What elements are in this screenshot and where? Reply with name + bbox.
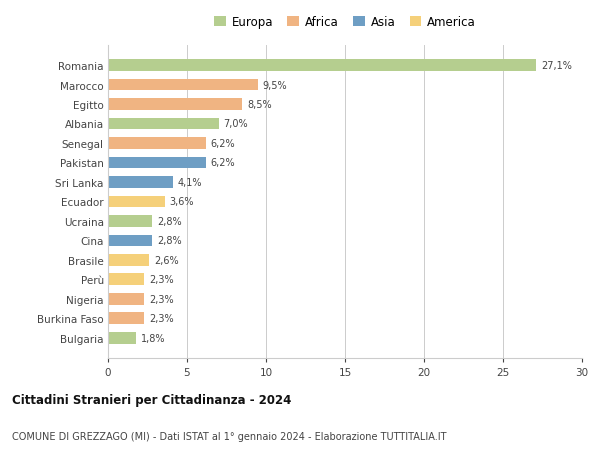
Text: 27,1%: 27,1% <box>541 61 572 71</box>
Text: 2,3%: 2,3% <box>149 313 174 324</box>
Bar <box>108 216 152 227</box>
Text: 3,6%: 3,6% <box>170 197 194 207</box>
Bar <box>108 274 145 285</box>
Bar <box>108 138 206 150</box>
Bar <box>108 235 152 246</box>
Bar <box>108 60 536 72</box>
Bar <box>108 118 218 130</box>
Bar <box>108 79 258 91</box>
Text: 6,2%: 6,2% <box>211 139 235 149</box>
Text: 9,5%: 9,5% <box>263 80 287 90</box>
Text: 7,0%: 7,0% <box>223 119 248 129</box>
Text: Cittadini Stranieri per Cittadinanza - 2024: Cittadini Stranieri per Cittadinanza - 2… <box>12 393 292 406</box>
Bar <box>108 99 242 111</box>
Text: 2,3%: 2,3% <box>149 274 174 285</box>
Text: 8,5%: 8,5% <box>247 100 272 110</box>
Legend: Europa, Africa, Asia, America: Europa, Africa, Asia, America <box>209 11 481 34</box>
Bar <box>108 196 165 208</box>
Text: 2,3%: 2,3% <box>149 294 174 304</box>
Text: 2,6%: 2,6% <box>154 255 178 265</box>
Bar <box>108 157 206 169</box>
Text: 6,2%: 6,2% <box>211 158 235 168</box>
Text: 2,8%: 2,8% <box>157 216 182 226</box>
Bar <box>108 254 149 266</box>
Text: 4,1%: 4,1% <box>178 178 202 188</box>
Bar <box>108 177 173 188</box>
Text: 1,8%: 1,8% <box>141 333 166 343</box>
Bar <box>108 313 145 325</box>
Text: 2,8%: 2,8% <box>157 236 182 246</box>
Bar <box>108 332 136 344</box>
Bar <box>108 293 145 305</box>
Text: COMUNE DI GREZZAGO (MI) - Dati ISTAT al 1° gennaio 2024 - Elaborazione TUTTITALI: COMUNE DI GREZZAGO (MI) - Dati ISTAT al … <box>12 431 446 441</box>
